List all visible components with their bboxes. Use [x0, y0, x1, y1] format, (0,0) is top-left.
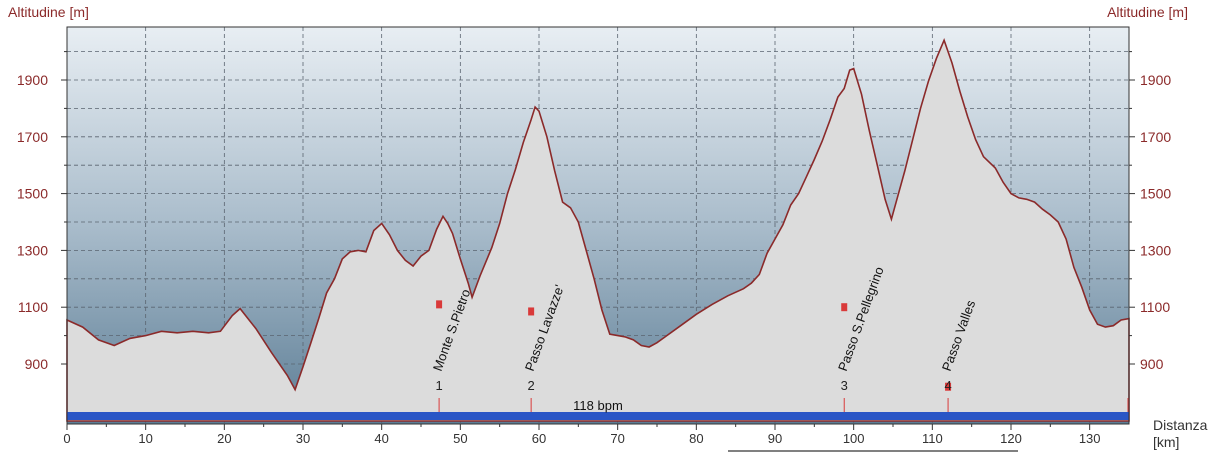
x-tick-label: 10 — [138, 431, 152, 446]
x-tick-label: 60 — [532, 431, 546, 446]
waypoint-marker — [436, 300, 443, 309]
x-tick-label: 40 — [374, 431, 388, 446]
x-axis-title: Distanza — [1153, 417, 1208, 433]
x-tick-label: 110 — [922, 431, 943, 446]
heart-rate-annotation: 118 bpm — [573, 398, 623, 413]
x-tick-label: 90 — [768, 431, 782, 446]
y-tick-label-left: 1300 — [17, 242, 48, 258]
x-axis-unit: [km] — [1153, 434, 1179, 450]
y-tick-label-left: 1900 — [17, 72, 48, 88]
x-tick-label: 50 — [453, 431, 467, 446]
waypoint-number: 4 — [944, 378, 951, 393]
y-tick-label-right: 900 — [1140, 356, 1164, 372]
waypoint-number: 2 — [528, 378, 535, 393]
waypoint-number: 3 — [841, 378, 848, 393]
x-tick-label: 0 — [63, 431, 70, 446]
y-axis-title-right: Altitudine [m] — [1107, 4, 1188, 20]
plot-frame — [66, 26, 1130, 425]
y-tick-label-right: 1300 — [1140, 242, 1171, 258]
x-tick-label: 80 — [689, 431, 703, 446]
y-tick-label-right: 1500 — [1140, 186, 1171, 202]
x-tick-label: 70 — [610, 431, 624, 446]
waypoint-marker — [841, 303, 848, 312]
heart-rate-bar — [67, 412, 1129, 420]
y-tick-label-left: 1700 — [17, 129, 48, 145]
waypoint-number: 1 — [435, 378, 442, 393]
x-tick-label: 120 — [1000, 431, 1022, 446]
y-tick-label-right: 1900 — [1140, 72, 1171, 88]
x-tick-label: 130 — [1079, 431, 1101, 446]
waypoint-marker — [945, 382, 952, 391]
y-tick-label-left: 900 — [25, 356, 49, 372]
waypoint-marker — [528, 307, 535, 316]
x-tick-label: 20 — [217, 431, 231, 446]
x-tick-label: 30 — [296, 431, 310, 446]
y-tick-label-right: 1700 — [1140, 129, 1171, 145]
y-tick-label-right: 1100 — [1140, 299, 1170, 315]
y-axis-title-left: Altitudine [m] — [8, 4, 89, 20]
x-tick-label: 100 — [843, 431, 865, 446]
y-tick-label-left: 1500 — [17, 186, 48, 202]
elevation-profile-area — [66, 37, 1130, 422]
y-tick-label-left: 1100 — [18, 299, 48, 315]
